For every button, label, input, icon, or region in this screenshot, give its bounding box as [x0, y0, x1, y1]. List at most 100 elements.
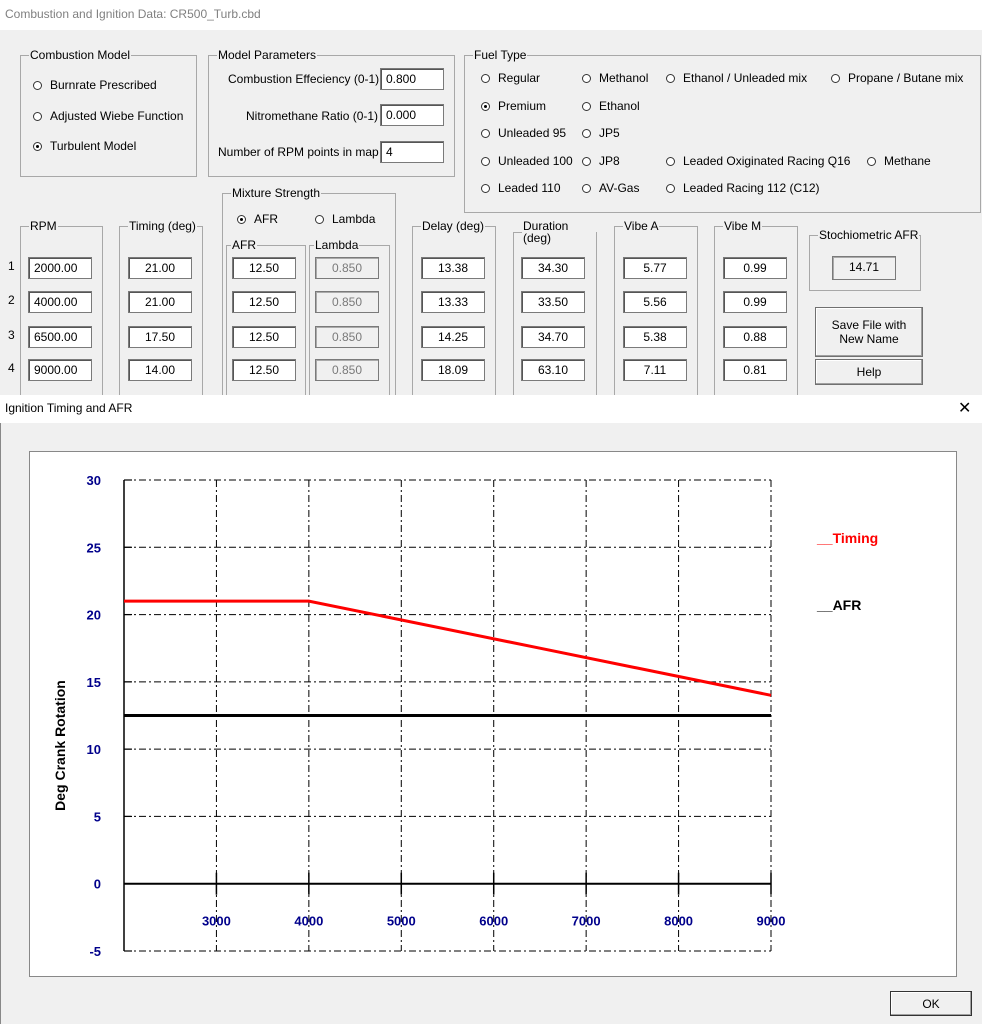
delay-field[interactable]: 13.33 [421, 291, 485, 313]
afr-field[interactable]: 12.50 [232, 257, 296, 279]
rpm-field[interactable]: 9000.00 [28, 359, 92, 381]
delay-column-group: Delay (deg) [412, 220, 496, 412]
y-tick-label: 10 [87, 742, 101, 757]
y-tick-label: 5 [94, 809, 101, 824]
x-tick-label: 3000 [202, 914, 231, 929]
y-tick-label: 0 [94, 877, 101, 892]
vibe-m-column-group: Vibe M [714, 220, 798, 412]
timing-field[interactable]: 14.00 [128, 359, 192, 381]
delay-column-label: Delay (deg) [422, 219, 485, 233]
rpm-field[interactable]: 6500.00 [28, 326, 92, 348]
radio-button-icon [582, 128, 591, 138]
delay-field[interactable]: 13.38 [421, 257, 485, 279]
duration-field[interactable]: 34.70 [521, 326, 585, 348]
x-tick-label: 5000 [387, 914, 416, 929]
radio-button-icon [315, 214, 324, 224]
chart-svg: 30 25 20 15 10 5 0 -5 3000 4000 5000 6000 7000 8000 90… [52, 473, 878, 959]
radio-burnrate-prescribed[interactable]: Burnrate Prescribed [33, 78, 157, 92]
ok-button[interactable]: OK [890, 991, 972, 1016]
radio-mixture-afr[interactable]: AFR [237, 212, 278, 226]
combustion-model-legend: Combustion Model [30, 48, 131, 62]
radio-button-icon [33, 80, 42, 90]
help-button[interactable]: Help [815, 359, 923, 385]
close-icon[interactable]: ✕ [958, 400, 972, 417]
radio-button-icon [481, 128, 490, 138]
delay-field[interactable]: 18.09 [421, 359, 485, 381]
radio-adjusted-wiebe[interactable]: Adjusted Wiebe Function [33, 109, 183, 123]
vibe-a-field[interactable]: 5.38 [623, 326, 687, 348]
y-tick-label: 15 [87, 675, 101, 690]
timing-column-label: Timing (deg) [129, 219, 196, 233]
radio-turbulent-model[interactable]: Turbulent Model [33, 139, 136, 153]
radio-fuel-ethanol-unleaded-mix[interactable]: Ethanol / Unleaded mix [666, 71, 807, 85]
rpm-points-label: Number of RPM points in map [218, 145, 379, 159]
row-index: 3 [8, 328, 15, 342]
radio-fuel-propane-butane-mix[interactable]: Propane / Butane mix [831, 71, 963, 85]
radio-fuel-jp8[interactable]: JP8 [582, 154, 620, 168]
duration-field[interactable]: 33.50 [521, 291, 585, 313]
y-tick-label: 20 [87, 608, 101, 623]
vibe-m-field[interactable]: 0.99 [723, 291, 787, 313]
vibe-a-field[interactable]: 7.11 [623, 359, 687, 381]
radio-mixture-lambda[interactable]: Lambda [315, 212, 375, 226]
afr-field[interactable]: 12.50 [232, 359, 296, 381]
vibe-m-field[interactable]: 0.88 [723, 326, 787, 348]
radio-button-icon [481, 183, 490, 193]
vibe-m-field[interactable]: 0.99 [723, 257, 787, 279]
series-line-timing [124, 599, 772, 697]
afr-field[interactable]: 12.50 [232, 291, 296, 313]
legend-entry-timing: __Timing [816, 530, 878, 546]
radio-fuel-ethanol[interactable]: Ethanol [582, 99, 640, 113]
timing-field[interactable]: 17.50 [128, 326, 192, 348]
rpm-column-group: RPM [20, 220, 103, 412]
radio-fuel-methanol[interactable]: Methanol [582, 71, 648, 85]
model-parameters-legend: Model Parameters [218, 48, 317, 62]
radio-fuel-leaded-oxiginated-q16[interactable]: Leaded Oxiginated Racing Q16 [666, 154, 850, 168]
mixture-strength-legend: Mixture Strength [232, 186, 321, 200]
timing-field[interactable]: 21.00 [128, 291, 192, 313]
vibe-a-field[interactable]: 5.56 [623, 291, 687, 313]
duration-field[interactable]: 34.30 [521, 257, 585, 279]
stoich-afr-field: 14.71 [832, 256, 896, 280]
y-tick-label: 25 [87, 540, 101, 555]
fuel-type-legend: Fuel Type [474, 48, 527, 62]
dialog-title: Ignition Timing and AFR [5, 401, 133, 415]
dialog-titlebar: Ignition Timing and AFR ✕ [0, 395, 982, 423]
nitromethane-ratio-field[interactable]: 0.000 [380, 104, 444, 126]
vibe-m-field[interactable]: 0.81 [723, 359, 787, 381]
radio-button-icon [582, 183, 591, 193]
x-tick-label: 4000 [294, 914, 323, 929]
radio-button-icon [582, 156, 591, 166]
save-file-button[interactable]: Save File with New Name [815, 307, 923, 357]
duration-column-label: Duration (deg) [523, 219, 569, 245]
radio-fuel-unleaded-100[interactable]: Unleaded 100 [481, 154, 573, 168]
radio-button-icon [582, 101, 591, 111]
radio-fuel-methane[interactable]: Methane [867, 154, 931, 168]
vibe-a-field[interactable]: 5.77 [623, 257, 687, 279]
chart-panel: 30 25 20 15 10 5 0 -5 3000 4000 5000 6000 7000 8000 90… [29, 451, 957, 977]
y-tick-label: 30 [87, 473, 101, 488]
rpm-points-field[interactable]: 4 [380, 141, 444, 163]
delay-field[interactable]: 14.25 [421, 326, 485, 348]
radio-fuel-leaded-110[interactable]: Leaded 110 [481, 181, 561, 195]
y-tick-label: -5 [89, 944, 101, 959]
radio-button-selected-icon [481, 101, 490, 111]
rpm-field[interactable]: 4000.00 [28, 291, 92, 313]
radio-button-selected-icon [33, 141, 42, 151]
radio-fuel-jp5[interactable]: JP5 [582, 126, 620, 140]
afr-field[interactable]: 12.50 [232, 326, 296, 348]
radio-button-icon [867, 156, 876, 166]
nitromethane-ratio-label: Nitromethane Ratio (0-1) [246, 109, 379, 123]
timing-field[interactable]: 21.00 [128, 257, 192, 279]
radio-fuel-leaded-racing-112[interactable]: Leaded Racing 112 (C12) [666, 181, 820, 195]
stoich-afr-group: Stochiometric AFR [809, 229, 921, 291]
rpm-field[interactable]: 2000.00 [28, 257, 92, 279]
radio-fuel-regular[interactable]: Regular [481, 71, 540, 85]
radio-fuel-unleaded-95[interactable]: Unleaded 95 [481, 126, 566, 140]
x-tick-label: 8000 [664, 914, 693, 929]
combustion-efficiency-field[interactable]: 0.800 [380, 68, 444, 90]
radio-fuel-premium[interactable]: Premium [481, 99, 546, 113]
y-axis-label: Deg Crank Rotation [52, 680, 68, 811]
radio-fuel-av-gas[interactable]: AV-Gas [582, 181, 639, 195]
duration-field[interactable]: 63.10 [521, 359, 585, 381]
